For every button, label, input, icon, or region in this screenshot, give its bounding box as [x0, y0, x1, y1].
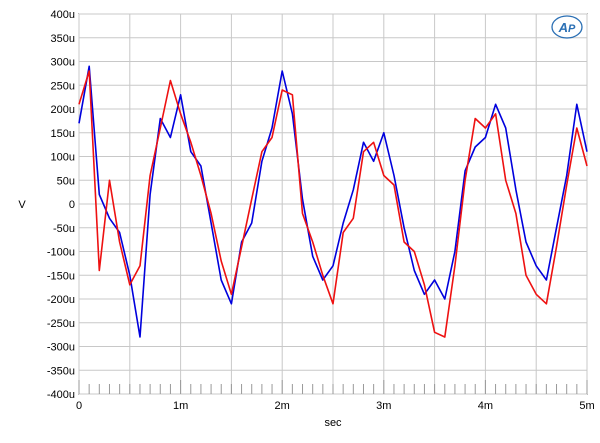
x-tick-label: 3m: [376, 400, 391, 412]
grid-lines: [78, 13, 588, 395]
svg-text:AP: AP: [558, 20, 576, 35]
y-tick-label: 0: [69, 199, 75, 211]
x-tick-label: 4m: [478, 400, 493, 412]
x-axis-label: sec: [324, 417, 342, 429]
x-tick-label: 5m: [579, 400, 594, 412]
y-tick-label: 350u: [51, 33, 75, 45]
series-layer: [78, 65, 588, 338]
y-tick-label: -50u: [53, 223, 75, 235]
x-tick-label: 0: [76, 400, 82, 412]
y-tick-label: 300u: [51, 57, 75, 69]
series-line-1: [78, 65, 588, 338]
y-tick-label: -200u: [47, 294, 75, 306]
x-tick-label: 1m: [173, 400, 188, 412]
y-tick-label: -300u: [47, 342, 75, 354]
y-tick-label: 50u: [57, 175, 75, 187]
y-tick-label: -350u: [47, 365, 75, 377]
y-tick-label: 100u: [51, 152, 75, 164]
y-tick-label: -250u: [47, 318, 75, 330]
x-tick-label: 2m: [275, 400, 290, 412]
y-tick-label: -400u: [47, 389, 75, 401]
ap-logo-icon: AP: [551, 15, 583, 39]
y-tick-labels: 400u 350u 300u 250u 200u 150u 100u 50u 0 -50u -100…: [47, 9, 75, 401]
x-tick-labels: 0 1m 2m 3m 4m 5m: [76, 400, 595, 412]
y-tick-label: -150u: [47, 270, 75, 282]
y-tick-label: 150u: [51, 128, 75, 140]
y-tick-label: 200u: [51, 104, 75, 116]
series-line-2: [78, 70, 588, 338]
minor-ticks: [78, 380, 588, 394]
y-tick-label: -100u: [47, 247, 75, 259]
y-tick-label: 400u: [51, 9, 75, 21]
y-tick-label: 250u: [51, 80, 75, 92]
y-axis-label: V: [18, 199, 26, 211]
